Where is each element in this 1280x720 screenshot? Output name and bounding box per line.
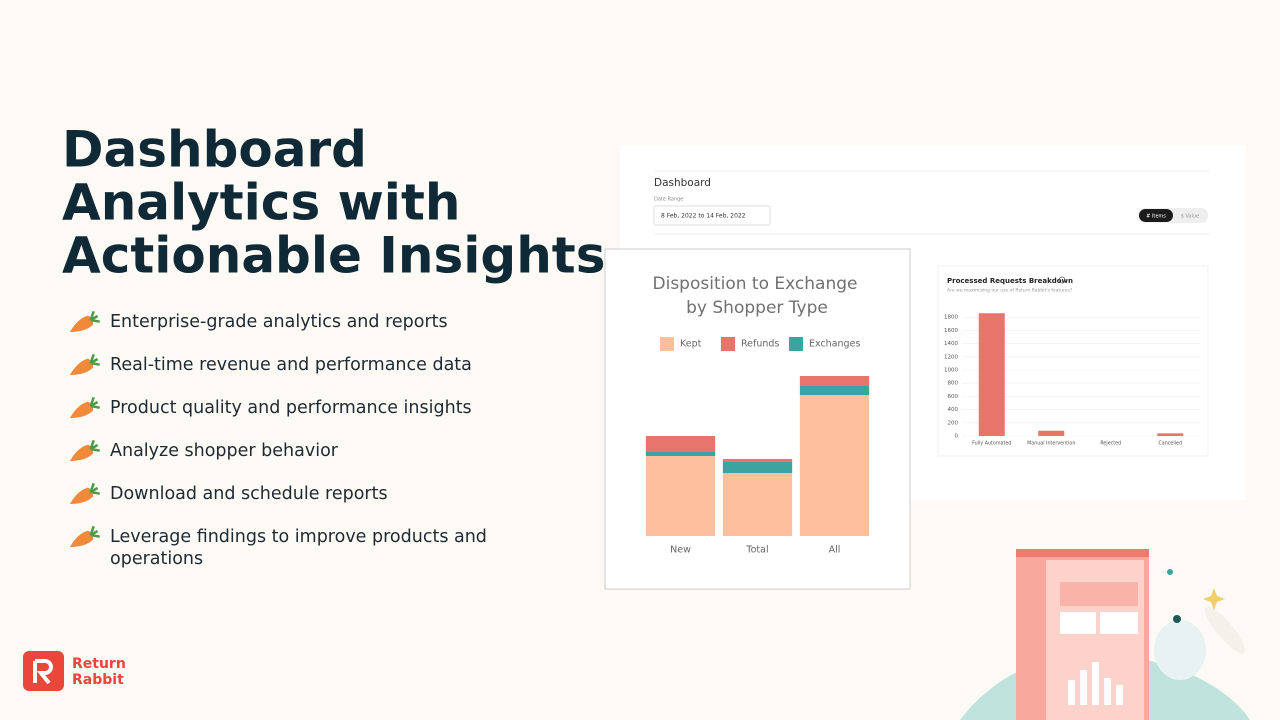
bar (1038, 430, 1065, 436)
legend-label: Kept (680, 339, 702, 350)
carrot-icon (69, 310, 100, 332)
dashboard-title: Dashboard (654, 177, 711, 189)
chart-title: Disposition to Exchange (653, 274, 858, 294)
bar-segment (799, 376, 870, 386)
carrot-icon (69, 482, 100, 504)
bar-segment (645, 436, 716, 452)
x-tick-label: New (670, 545, 691, 556)
carrot-icon (69, 525, 100, 547)
legend-swatch (721, 337, 735, 351)
toggle-label: $ Value (1181, 214, 1200, 220)
y-tick-label: 1600 (944, 328, 958, 334)
bar-segment (645, 452, 716, 456)
y-tick-label: 800 (948, 381, 959, 387)
legend-label: Exchanges (809, 339, 860, 350)
y-tick-label: 1800 (944, 315, 958, 321)
chart-card (937, 265, 1209, 457)
carrot-leaf (89, 310, 100, 323)
logo-text: Rabbit (72, 672, 124, 688)
carrot-body (69, 315, 94, 332)
y-tick-label: 1200 (944, 354, 958, 360)
toggle-active[interactable] (1139, 209, 1173, 222)
y-tick-label: 200 (948, 420, 959, 426)
x-tick-label: Fully Automated (972, 441, 1011, 447)
bullet-text: operations (110, 549, 203, 569)
legend-swatch (660, 337, 674, 351)
carrot-leaf (89, 396, 100, 409)
date-value: 8 Feb, 2022 to 14 Feb, 2022 (661, 213, 746, 220)
headline: Analytics with (62, 174, 460, 232)
bar-segment (722, 459, 793, 462)
headline: Actionable Insights (62, 227, 605, 285)
carrot-body (69, 530, 94, 547)
x-tick-label: Total (745, 545, 768, 556)
bullet-text: Real-time revenue and performance data (110, 355, 472, 375)
x-tick-label: Rejected (1100, 441, 1121, 447)
date-label: Date Range (654, 197, 683, 203)
legend-swatch (789, 337, 803, 351)
headline: Dashboard (62, 121, 367, 179)
bullet-text: Download and schedule reports (110, 484, 388, 504)
carrot-body (69, 358, 94, 375)
bullet-text: Enterprise-grade analytics and reports (110, 312, 448, 332)
carrot-leaf (89, 482, 100, 495)
chart-title: by Shopper Type (686, 298, 828, 318)
carrot-icon (69, 439, 100, 461)
logo-glyph (33, 659, 53, 685)
carrot-leaf (89, 439, 100, 452)
carrot-icon (69, 396, 100, 418)
illustration (960, 549, 1250, 720)
bar-segment (722, 462, 793, 473)
bullet-text: Leverage findings to improve products an… (110, 527, 487, 547)
x-tick-label: All (829, 545, 841, 556)
y-tick-label: 0 (955, 434, 959, 440)
bar-segment (722, 473, 793, 536)
bar (1157, 433, 1184, 436)
toggle-label: # Items (1146, 214, 1166, 220)
chart-subtitle: Are we maximizing our use of Return Rabb… (947, 288, 1073, 294)
y-tick-label: 600 (948, 394, 959, 400)
logo-text: Return (72, 656, 126, 672)
carrot-body (69, 444, 94, 461)
carrot-body (69, 401, 94, 418)
carrot-leaf (89, 525, 100, 538)
chart-title: Processed Requests Breakdown (947, 277, 1073, 285)
y-tick-label: 1400 (944, 341, 958, 347)
info-icon[interactable] (1058, 276, 1066, 284)
y-tick-label: 400 (948, 407, 959, 413)
legend-label: Refunds (741, 339, 779, 350)
carrot-body (69, 487, 94, 504)
bar-segment (799, 395, 870, 536)
date-input[interactable] (653, 205, 771, 226)
x-tick-label: Cancelled (1158, 441, 1182, 447)
y-tick-label: 1000 (944, 368, 958, 374)
bar-segment (645, 456, 716, 536)
bar-segment (799, 386, 870, 395)
carrot-leaf (89, 353, 100, 366)
bullet-text: Analyze shopper behavior (110, 441, 339, 461)
x-tick-label: Manual Intervention (1027, 441, 1075, 447)
bullet-text: Product quality and performance insights (110, 398, 472, 418)
bar (978, 313, 1005, 436)
carrot-icon (69, 353, 100, 375)
